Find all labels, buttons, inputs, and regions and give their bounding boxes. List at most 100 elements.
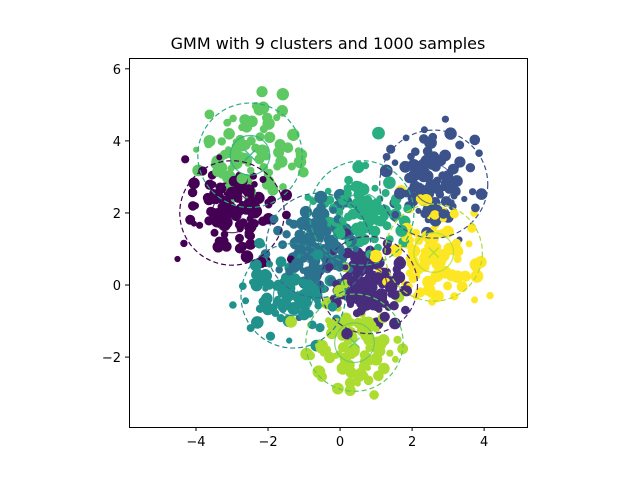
cluster-center-marker: [356, 207, 368, 219]
data-point: [397, 343, 409, 355]
data-point: [269, 180, 276, 188]
data-point: [362, 316, 374, 328]
data-point: [217, 184, 227, 194]
data-point: [441, 225, 454, 238]
data-point: [304, 194, 312, 202]
data-point: [371, 184, 379, 192]
data-point: [357, 221, 364, 228]
data-point: [276, 314, 285, 323]
data-point: [229, 301, 237, 309]
data-point: [387, 279, 397, 289]
data-point: [395, 256, 405, 265]
data-point: [306, 255, 314, 263]
data-point: [409, 180, 421, 192]
data-point: [275, 265, 284, 274]
data-point: [378, 362, 390, 375]
data-point: [174, 255, 181, 263]
data-point: [423, 283, 436, 297]
data-point: [287, 162, 296, 171]
data-point: [375, 305, 383, 313]
data-point: [453, 250, 461, 258]
data-point: [291, 258, 304, 271]
data-point: [314, 301, 323, 310]
data-point: [219, 236, 229, 246]
cluster-center-marker: [348, 337, 361, 349]
data-point: [249, 278, 256, 286]
x-tick-label: 2: [408, 435, 416, 450]
data-point: [223, 128, 235, 140]
data-point: [293, 155, 307, 169]
data-point: [382, 221, 392, 231]
data-point: [382, 267, 391, 277]
data-point: [230, 146, 240, 156]
data-point: [352, 160, 365, 174]
data-point: [262, 152, 271, 161]
outer-ellipse: [240, 243, 347, 349]
outer-ellipse: [319, 235, 419, 335]
data-point: [470, 269, 484, 283]
data-point: [262, 112, 273, 124]
data-point: [188, 201, 198, 211]
data-point: [315, 339, 326, 351]
data-point: [280, 189, 293, 201]
inner-ellipse: [413, 232, 455, 273]
data-point: [461, 195, 468, 203]
data-point: [220, 216, 233, 229]
data-point: [275, 155, 288, 168]
data-point: [236, 173, 248, 185]
data-point: [369, 302, 377, 311]
data-point: [286, 337, 293, 344]
data-point: [241, 121, 253, 133]
data-point: [282, 230, 291, 239]
data-point: [393, 335, 402, 344]
data-point: [276, 105, 289, 117]
data-point: [301, 222, 310, 231]
data-point: [469, 188, 477, 196]
data-point: [303, 266, 312, 275]
data-point: [343, 294, 350, 301]
cluster-ellipses: [179, 102, 489, 392]
data-point: [440, 196, 452, 207]
data-point: [261, 270, 273, 281]
data-point: [203, 194, 215, 206]
data-point: [234, 219, 246, 230]
y-tick-label: 0: [113, 279, 121, 294]
data-point: [258, 216, 268, 226]
data-point: [352, 309, 361, 318]
data-point: [256, 86, 268, 98]
data-point: [365, 344, 374, 352]
data-point: [365, 216, 373, 224]
data-point: [235, 233, 244, 243]
data-point: [250, 316, 264, 329]
data-point: [359, 350, 370, 361]
data-point: [327, 302, 338, 312]
data-point: [373, 338, 387, 351]
y-tick-label: 6: [113, 63, 121, 78]
data-point: [324, 187, 332, 195]
x-tick-label: 4: [480, 435, 488, 450]
data-point: [350, 180, 363, 193]
data-point: [471, 296, 479, 304]
outer-ellipse: [305, 293, 404, 392]
data-point: [341, 328, 353, 340]
data-point: [216, 154, 223, 161]
inner-ellipse: [211, 192, 253, 234]
data-point: [420, 209, 430, 219]
data-point: [417, 158, 430, 171]
data-point: [407, 152, 415, 161]
data-point: [346, 276, 358, 287]
data-point: [273, 114, 281, 122]
data-point: [372, 272, 384, 283]
data-point: [343, 183, 353, 193]
data-point: [285, 267, 294, 276]
data-point: [254, 238, 265, 249]
data-point: [344, 175, 353, 185]
data-point: [346, 318, 356, 327]
data-point: [430, 210, 440, 220]
cluster-center-marker: [287, 290, 299, 302]
data-point: [217, 203, 225, 211]
data-point: [251, 143, 261, 153]
data-point: [210, 228, 219, 237]
cluster-center-marker: [363, 279, 375, 291]
